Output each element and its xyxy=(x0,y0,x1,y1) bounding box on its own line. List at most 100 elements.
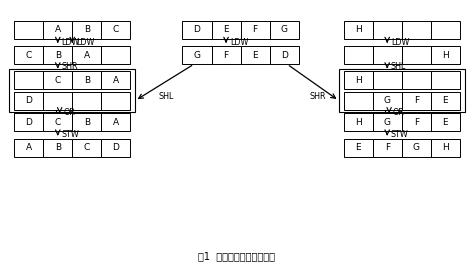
Bar xyxy=(344,21,373,39)
Bar xyxy=(14,113,43,131)
Bar xyxy=(211,46,240,64)
Text: LDW: LDW xyxy=(391,38,410,47)
Text: B: B xyxy=(55,50,61,60)
Text: LDW: LDW xyxy=(62,38,80,47)
Bar xyxy=(43,71,72,89)
Text: C: C xyxy=(55,118,61,127)
Text: H: H xyxy=(355,118,362,127)
Bar xyxy=(72,92,101,110)
Text: E: E xyxy=(442,96,448,105)
Text: A: A xyxy=(113,118,119,127)
Bar xyxy=(72,21,101,39)
Bar xyxy=(431,139,460,157)
Text: A: A xyxy=(26,143,32,152)
Text: B: B xyxy=(84,118,90,127)
Bar xyxy=(401,21,431,39)
Bar xyxy=(344,113,373,131)
Bar xyxy=(43,139,72,157)
Bar xyxy=(72,71,101,89)
Bar xyxy=(101,46,130,64)
Bar xyxy=(344,46,373,64)
Bar xyxy=(211,21,240,39)
Bar xyxy=(373,92,402,110)
Text: LDW: LDW xyxy=(76,38,94,47)
Bar xyxy=(101,21,130,39)
Bar xyxy=(373,71,402,89)
Text: D: D xyxy=(193,25,201,34)
Bar xyxy=(72,46,101,64)
Text: F: F xyxy=(414,96,419,105)
Text: E: E xyxy=(252,50,258,60)
Text: B: B xyxy=(55,143,61,152)
Text: G: G xyxy=(413,143,420,152)
Text: OR: OR xyxy=(64,108,75,117)
Bar xyxy=(101,71,130,89)
Bar xyxy=(401,92,431,110)
Text: A: A xyxy=(84,50,90,60)
Text: G: G xyxy=(383,96,391,105)
Bar xyxy=(344,139,373,157)
Bar xyxy=(43,21,72,39)
Text: SHL: SHL xyxy=(158,92,173,101)
Text: SHR: SHR xyxy=(310,92,326,101)
Bar xyxy=(401,46,431,64)
Text: C: C xyxy=(55,76,61,85)
Bar xyxy=(344,92,373,110)
Bar xyxy=(14,139,43,157)
Text: F: F xyxy=(414,118,419,127)
Text: G: G xyxy=(383,118,391,127)
Text: C: C xyxy=(84,143,90,152)
Text: F: F xyxy=(384,143,390,152)
Bar xyxy=(14,92,43,110)
Bar xyxy=(431,21,460,39)
Bar xyxy=(431,46,460,64)
Bar xyxy=(43,113,72,131)
Text: H: H xyxy=(442,143,448,152)
Bar xyxy=(431,92,460,110)
Bar xyxy=(401,113,431,131)
Bar xyxy=(43,46,72,64)
Bar xyxy=(431,71,460,89)
Text: E: E xyxy=(223,25,229,34)
Text: A: A xyxy=(113,76,119,85)
Bar xyxy=(72,113,101,131)
Bar xyxy=(373,21,402,39)
Bar xyxy=(344,71,373,89)
Text: SHL: SHL xyxy=(391,62,406,71)
Text: D: D xyxy=(25,118,32,127)
Text: STW: STW xyxy=(391,131,409,139)
Bar xyxy=(101,139,130,157)
Text: C: C xyxy=(113,25,119,34)
Bar xyxy=(9,69,135,112)
Text: H: H xyxy=(442,50,448,60)
Text: OR: OR xyxy=(393,108,405,117)
Bar xyxy=(373,46,402,64)
Text: B: B xyxy=(84,25,90,34)
Bar xyxy=(339,69,465,112)
Text: E: E xyxy=(442,118,448,127)
Text: F: F xyxy=(223,50,228,60)
Bar xyxy=(270,21,299,39)
Text: G: G xyxy=(193,50,201,60)
Bar xyxy=(270,46,299,64)
Bar xyxy=(373,139,402,157)
Bar xyxy=(373,113,402,131)
Bar xyxy=(401,139,431,157)
Bar xyxy=(14,46,43,64)
Text: H: H xyxy=(355,76,362,85)
Bar xyxy=(72,139,101,157)
Text: F: F xyxy=(253,25,258,34)
Bar xyxy=(43,92,72,110)
Text: D: D xyxy=(281,50,288,60)
Text: C: C xyxy=(26,50,32,60)
Bar xyxy=(401,71,431,89)
Bar xyxy=(431,113,460,131)
Bar xyxy=(14,71,43,89)
Text: A: A xyxy=(55,25,61,34)
Text: STW: STW xyxy=(62,131,79,139)
Text: H: H xyxy=(355,25,362,34)
Bar xyxy=(101,113,130,131)
Bar xyxy=(241,46,270,64)
Bar xyxy=(14,21,43,39)
Bar xyxy=(101,92,130,110)
